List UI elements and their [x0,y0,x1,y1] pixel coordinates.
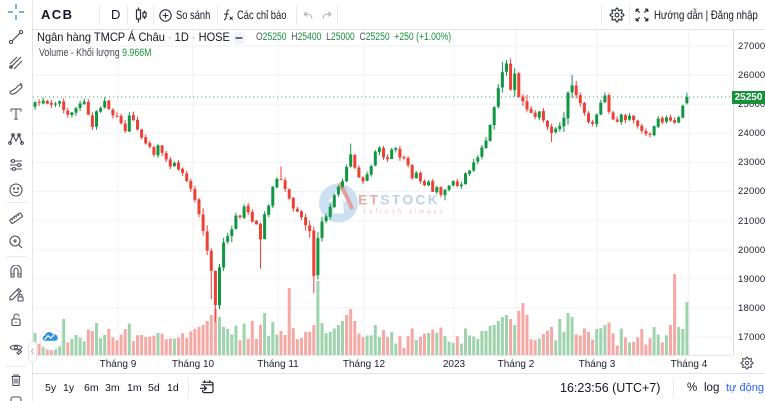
svg-text:ETSTOCK: ETSTOCK [358,192,440,208]
svg-text:refresh always: refresh always [364,209,446,216]
